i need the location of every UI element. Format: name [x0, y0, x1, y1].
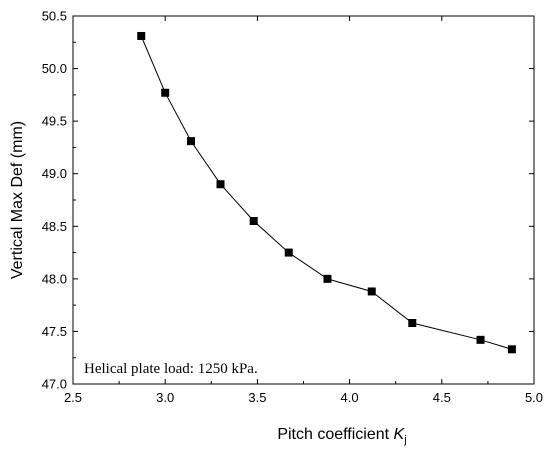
- y-tick-label: 50.0: [42, 61, 67, 76]
- x-tick-label: 4.0: [341, 390, 359, 405]
- data-point: [323, 274, 332, 283]
- data-point: [187, 137, 196, 146]
- x-tick-label: 3.0: [156, 390, 174, 405]
- y-axis: 47.0 47.5 48.0 48.5 49.0 49.5 50.0 50.5: [42, 9, 534, 392]
- chart-annotation: Helical plate load: 1250 kPa.: [84, 361, 258, 377]
- data-point: [367, 287, 376, 296]
- data-point: [249, 217, 258, 226]
- data-point: [476, 335, 485, 344]
- data-point: [507, 345, 516, 354]
- y-tick-label: 50.5: [42, 9, 67, 24]
- x-tick-label: 2.5: [64, 390, 82, 405]
- x-tick-label: 3.5: [248, 390, 266, 405]
- y-tick-label: 49.0: [42, 166, 67, 181]
- series-layer: [137, 31, 516, 354]
- x-tick-label: 5.0: [525, 390, 543, 405]
- x-axis-title-text: Pitch coefficient: [277, 426, 393, 443]
- y-tick-label: 48.5: [42, 219, 67, 234]
- data-point: [408, 319, 417, 328]
- data-point: [137, 31, 146, 40]
- x-axis-title-symbol: K: [394, 426, 406, 443]
- series-line: [140, 35, 513, 350]
- y-axis-title: Vertical Max Def (mm): [9, 121, 26, 279]
- x-axis-title-subscript: j: [403, 434, 406, 446]
- y-tick-label: 48.0: [42, 271, 67, 286]
- x-tick-label: 4.5: [433, 390, 451, 405]
- data-point: [216, 180, 225, 189]
- x-axis: 2.5 3.0 3.5 4.0 4.5 5.0: [64, 16, 543, 405]
- y-tick-label: 49.5: [42, 114, 67, 129]
- data-point: [161, 88, 170, 97]
- plot-frame: [72, 15, 535, 385]
- x-axis-title: Pitch coefficient Kj: [277, 426, 406, 446]
- data-point: [284, 248, 293, 257]
- y-tick-label: 47.0: [42, 377, 67, 392]
- plot-border: [72, 15, 535, 385]
- y-tick-label: 47.5: [42, 324, 67, 339]
